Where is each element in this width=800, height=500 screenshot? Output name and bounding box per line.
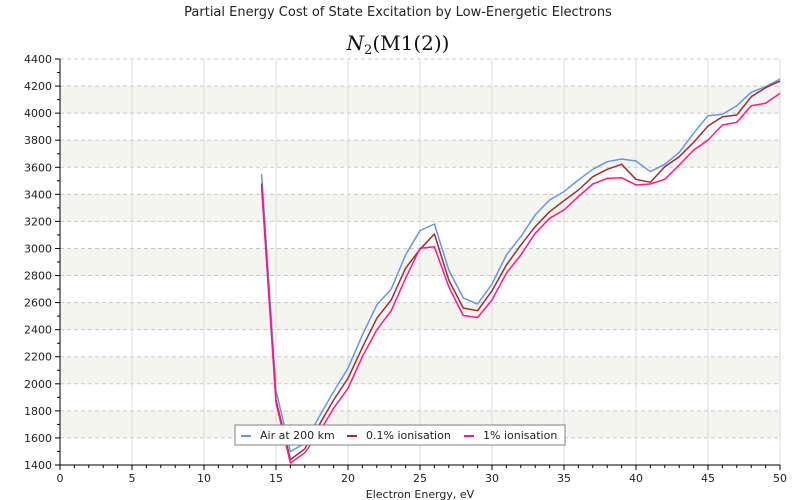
x-tick-label: 40 (629, 472, 643, 485)
subtitle-subscript: 2 (364, 43, 372, 58)
x-axis-label: Electron Energy, eV (366, 488, 475, 500)
y-tick-label: 2400 (24, 324, 52, 337)
x-tick-label: 15 (269, 472, 283, 485)
x-tick-label: 50 (773, 472, 787, 485)
legend-label-1: 0.1% ionisation (366, 429, 451, 442)
chart-subtitle: N2(M1(2)) (346, 31, 450, 58)
y-tick-label: 3800 (24, 134, 52, 147)
y-tick-label: 1800 (24, 405, 52, 418)
ticks: 1400 1600 1800 2000 2200 2400 2600 2800 3000 3200… (24, 53, 787, 485)
x-tick-label: 45 (701, 472, 715, 485)
legend: Air at 200 km 0.1% ionisation 1% ionisatio… (234, 424, 566, 446)
series-line-0 (260, 78, 781, 453)
x-tick-label: 10 (197, 472, 211, 485)
y-tick-label: 3600 (24, 161, 52, 174)
y-tick-label: 3400 (24, 188, 52, 201)
series-line-2 (260, 92, 781, 464)
series-line-1 (260, 80, 781, 461)
series-lines (260, 78, 781, 464)
x-tick-label: 35 (557, 472, 571, 485)
y-tick-label: 1600 (24, 432, 52, 445)
legend-label-0: Air at 200 km (260, 429, 335, 442)
x-tick-label: 20 (341, 472, 355, 485)
y-tick-label: 2000 (24, 378, 52, 391)
y-tick-label: 1400 (24, 459, 52, 472)
subtitle-rest: (M1(2)) (372, 31, 449, 55)
y-tick-label: 4400 (24, 53, 52, 66)
y-tick-label: 3000 (24, 242, 52, 255)
legend-box (234, 424, 566, 446)
y-tick-label: 2200 (24, 351, 52, 364)
y-tick-label: 4000 (24, 107, 52, 120)
y-tick-label: 3200 (24, 215, 52, 228)
subtitle-main: N (346, 31, 366, 55)
legend-label-2: 1% ionisation (483, 429, 557, 442)
y-tick-label: 4200 (24, 80, 52, 93)
x-tick-label: 25 (413, 472, 427, 485)
chart-title: Partial Energy Cost of State Excitation … (184, 5, 612, 20)
x-tick-label: 5 (129, 472, 136, 485)
y-tick-label: 2800 (24, 270, 52, 283)
x-tick-label: 30 (485, 472, 499, 485)
x-tick-label: 0 (57, 472, 64, 485)
y-tick-label: 2600 (24, 297, 52, 310)
